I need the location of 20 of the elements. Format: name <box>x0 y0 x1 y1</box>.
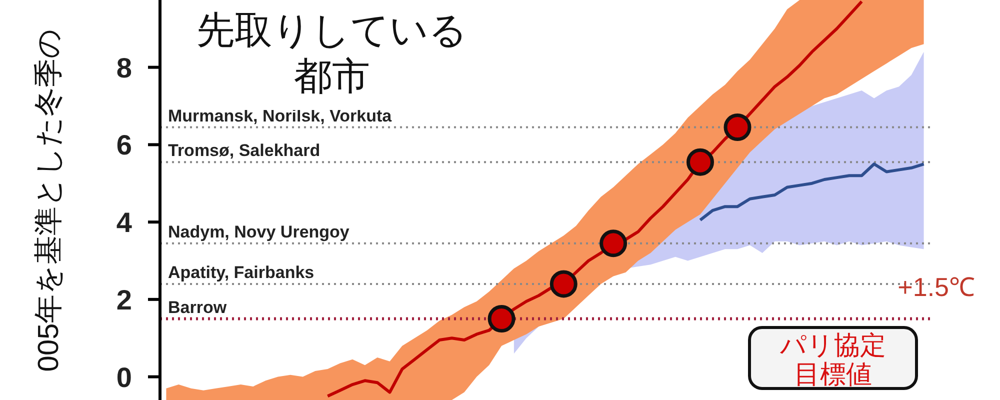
ref-line-label: Tromsø, Salekhard <box>168 141 320 160</box>
y-tick-label: 4 <box>116 207 132 238</box>
y-tick-label: 0 <box>116 362 132 393</box>
y-tick-label: 8 <box>116 52 132 84</box>
y-tick-label: 6 <box>116 130 132 161</box>
text: 先取りしている都市 <box>196 10 468 98</box>
annotation: パリ協定目標値 <box>748 326 918 390</box>
point <box>686 148 714 176</box>
point <box>550 270 578 298</box>
point <box>600 230 628 258</box>
ref-line-label: Nadym, Novy Urengoy <box>168 222 350 242</box>
y-tick-label: 2 <box>116 284 132 316</box>
point <box>724 114 752 142</box>
ref-line-label: Murmansk, Norilsk, Vorkuta <box>168 106 392 126</box>
point <box>488 305 516 333</box>
ref-line-label: Barrow <box>168 298 228 317</box>
line-series <box>698 162 926 222</box>
y-axis-title: 005年を基準とした冬季の <box>33 28 65 372</box>
ref-line-label: Apatity, Fairbanks <box>168 262 314 282</box>
annotation: +1.5℃ <box>898 272 975 302</box>
